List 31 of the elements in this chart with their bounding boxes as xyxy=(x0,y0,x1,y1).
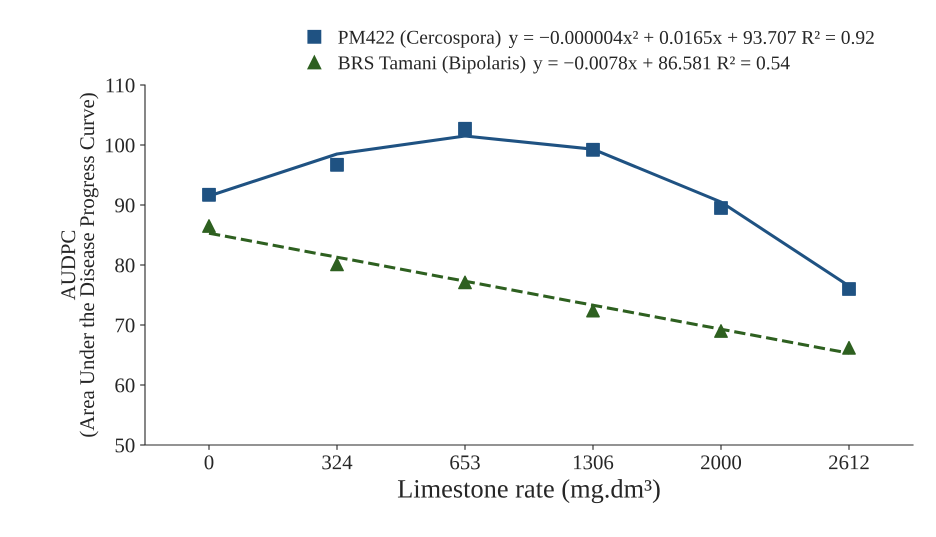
point xyxy=(714,324,728,338)
x-tick-label: 0 xyxy=(204,455,214,470)
y-tick-label: 90 xyxy=(115,198,134,212)
x-tick-label: 2612 xyxy=(829,455,869,470)
legend-label: PM422 (Cercospora) xyxy=(338,30,500,48)
x-tick-label: 324 xyxy=(322,455,352,470)
point xyxy=(330,257,344,272)
point xyxy=(202,188,216,202)
y-tick-label: 110 xyxy=(106,78,134,92)
point xyxy=(586,142,600,157)
x-tick-label: 2000 xyxy=(701,455,742,470)
point xyxy=(458,122,472,136)
y-tick-label: 50 xyxy=(116,438,134,452)
y-tick-label: 100 xyxy=(106,138,134,152)
point xyxy=(714,201,728,215)
point xyxy=(842,340,856,355)
point xyxy=(586,304,600,318)
point xyxy=(330,158,344,172)
y-tick-label: 70 xyxy=(116,318,134,332)
x-tick-label: 653 xyxy=(450,455,480,470)
y-axis-title: AUDPC (Area Under the Disease Progress Curve) xyxy=(61,93,98,437)
x-axis-title: Limestone rate (mg.dm³) xyxy=(398,479,660,504)
text: y = −0.0078x + 86.581 R² = 0.54 xyxy=(533,56,790,74)
point xyxy=(842,282,856,296)
point xyxy=(202,219,216,233)
text: y = −0.000004x² + 0.0165x + 93.707 R² = 0.92 xyxy=(508,30,874,48)
y-tick-label: 80 xyxy=(115,258,134,272)
x-tick-label: 1306 xyxy=(574,455,614,470)
legend-label: BRS Tamani (Bipolaris) xyxy=(338,56,526,74)
y-tick-label: 60 xyxy=(115,378,134,392)
point xyxy=(458,275,472,290)
